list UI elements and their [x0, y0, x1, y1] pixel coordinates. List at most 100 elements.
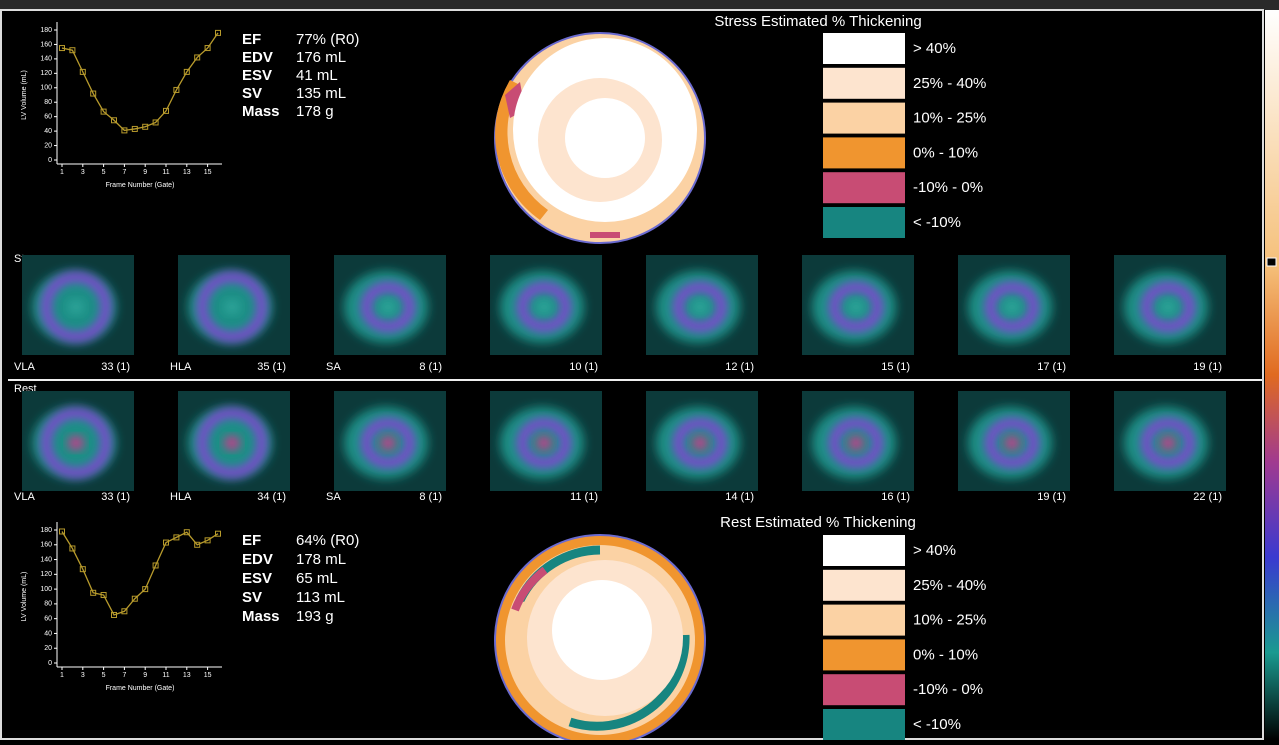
slice-image [802, 255, 914, 355]
x-tick-label: 15 [204, 169, 212, 176]
volume-line [61, 531, 219, 616]
volume-point [163, 107, 169, 114]
metric-value: 64% (R0) [296, 532, 359, 549]
y-tick-label: 100 [40, 85, 52, 92]
legend-swatch [823, 535, 905, 566]
y-tick-label: 80 [44, 99, 52, 106]
slice-ring [197, 272, 267, 342]
slice-ring [197, 408, 267, 478]
legend-label: 25% - 40% [913, 75, 986, 92]
slice-image [1114, 255, 1226, 355]
volume-point [183, 529, 190, 536]
y-tick-label: 160 [40, 41, 52, 48]
volume-point [79, 566, 86, 573]
slice-ring [361, 418, 415, 468]
volume-point [204, 537, 211, 544]
y-tick-label: 80 [44, 601, 52, 608]
legend-swatch [823, 33, 905, 64]
slice-frame: 19 (1) [1037, 491, 1066, 503]
slice-image [490, 391, 602, 491]
legend-label: 10% - 25% [913, 110, 986, 127]
x-tick-label: 3 [81, 169, 85, 176]
volume-point [163, 539, 169, 546]
slice-core [68, 436, 84, 450]
legend-swatch [823, 709, 905, 740]
metric-label: ESV [242, 67, 272, 84]
slice-core [692, 436, 708, 450]
volume-point [215, 530, 221, 537]
slice-ring [829, 282, 883, 332]
volume-point [194, 54, 201, 61]
volume-point [131, 595, 138, 602]
volume-point [111, 117, 117, 124]
slice-name: SA [326, 361, 341, 373]
x-axis-label: Frame Number (Gate) [106, 182, 175, 189]
volume-point [121, 608, 128, 615]
y-tick-label: 180 [40, 527, 52, 534]
volume-point [69, 545, 76, 552]
slice-core [848, 436, 864, 450]
volume-point [173, 534, 180, 541]
slice-frame: 16 (1) [881, 491, 910, 503]
polar-map-rest [494, 534, 706, 745]
y-tick-label: 120 [40, 70, 52, 77]
slice-ring [829, 418, 883, 468]
slice-image [958, 391, 1070, 491]
slice-ring [41, 408, 111, 478]
metric-value: 41 mL [296, 67, 338, 84]
slice-image [22, 255, 134, 355]
legend-swatch [823, 639, 905, 671]
slice-frame: 14 (1) [725, 491, 754, 503]
slice-image [178, 391, 290, 491]
y-tick-label: 40 [44, 128, 52, 135]
metric-label: EF [242, 31, 261, 48]
x-tick-label: 13 [183, 169, 191, 176]
slice-core [380, 436, 396, 450]
y-axis-label: LV Volume (mL) [21, 572, 28, 622]
polar-map-stress [494, 32, 706, 244]
volume-point [100, 108, 107, 115]
scroll-thumb[interactable] [1266, 257, 1277, 267]
legend-swatch [823, 674, 905, 706]
volume-point [90, 90, 97, 97]
metric-value: 113 mL [296, 589, 345, 606]
slice-core [1004, 300, 1020, 314]
legend-swatch [823, 604, 905, 636]
slice-frame: 15 (1) [881, 361, 910, 373]
slice-ring [517, 282, 571, 332]
slice-ring [517, 418, 571, 468]
volume-point [194, 541, 201, 548]
slice-frame: 33 (1) [101, 491, 130, 503]
volume-point [204, 45, 211, 52]
x-tick-label: 1 [60, 169, 64, 176]
metric-label: Mass [242, 608, 280, 625]
polar-map-title: Rest Estimated % Thickening [720, 514, 916, 531]
legend-label: 10% - 25% [913, 612, 986, 629]
metric-label: ESV [242, 570, 272, 587]
legend-label: -10% - 0% [913, 179, 983, 196]
legend-label: < -10% [913, 214, 961, 231]
x-tick-label: 11 [162, 672, 169, 679]
slice-name: SA [326, 491, 341, 503]
y-tick-label: 60 [44, 616, 52, 623]
y-axis-label: LV Volume (mL) [21, 70, 28, 120]
legend-swatch [823, 137, 905, 169]
y-tick-label: 0 [48, 157, 52, 164]
slice-core [1160, 436, 1176, 450]
slice-core [380, 300, 396, 314]
slice-frame: 35 (1) [257, 361, 286, 373]
volume-point [183, 68, 190, 75]
slice-name: VLA [14, 361, 35, 373]
slice-frame: 11 (1) [570, 491, 598, 503]
metric-value: 77% (R0) [296, 31, 359, 48]
y-tick-label: 180 [40, 27, 52, 34]
x-tick-label: 7 [122, 672, 126, 679]
slice-frame: 8 (1) [419, 361, 442, 373]
slice-ring [673, 282, 727, 332]
slice-core [536, 436, 552, 450]
volume-point [173, 86, 180, 93]
slice-image [802, 391, 914, 491]
volume-point [152, 562, 159, 569]
volume-point [142, 123, 149, 130]
slice-core [224, 436, 240, 450]
